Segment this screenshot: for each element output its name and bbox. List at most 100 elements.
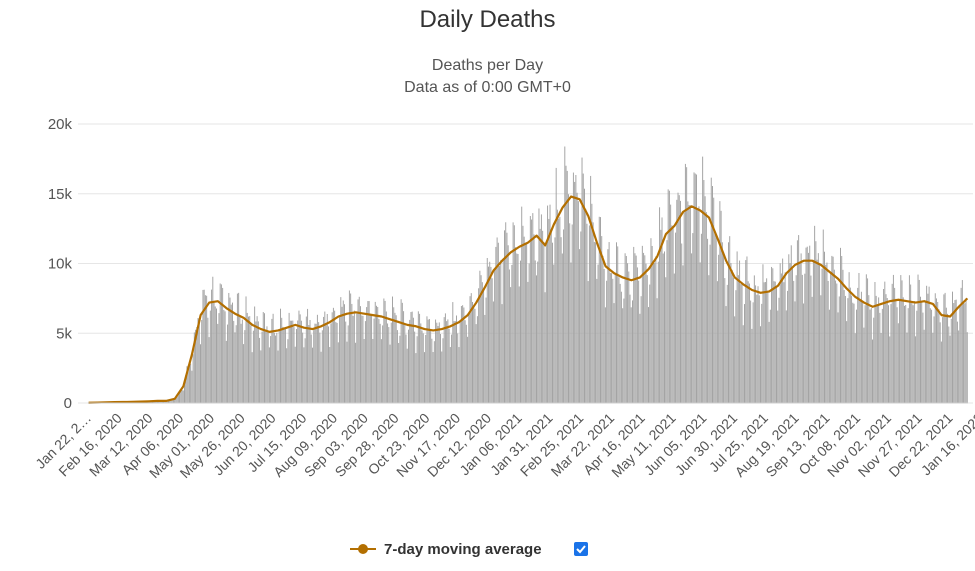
chart-data-note: Data as of 0:00 GMT+0 xyxy=(404,79,571,96)
daily-bar xyxy=(720,210,722,403)
daily-bar xyxy=(374,301,376,403)
daily-bar xyxy=(920,296,921,403)
daily-bar xyxy=(777,310,779,403)
daily-bar xyxy=(961,280,963,403)
daily-bar xyxy=(515,247,517,403)
daily-bar xyxy=(387,323,389,403)
daily-bar xyxy=(650,238,652,403)
daily-bar xyxy=(278,330,280,403)
daily-bar xyxy=(576,192,578,403)
daily-bar xyxy=(784,272,786,403)
daily-bar xyxy=(659,207,661,403)
daily-bar xyxy=(922,312,924,403)
daily-bar xyxy=(780,273,782,403)
daily-bar xyxy=(297,320,299,403)
daily-bar xyxy=(203,289,205,403)
daily-bar xyxy=(965,298,967,403)
daily-bars xyxy=(88,146,968,403)
daily-bar xyxy=(673,273,675,403)
daily-bar xyxy=(334,310,336,403)
daily-bar xyxy=(939,322,941,403)
daily-bar xyxy=(630,307,632,403)
daily-bar xyxy=(204,295,206,403)
daily-bar xyxy=(236,293,238,403)
daily-bar xyxy=(499,266,501,403)
daily-bar xyxy=(822,229,824,403)
daily-bar xyxy=(166,400,168,403)
daily-bar xyxy=(688,205,690,403)
daily-bar xyxy=(412,317,414,403)
legend-item-moving-average[interactable]: 7-day moving average xyxy=(350,541,542,558)
daily-bar xyxy=(283,329,285,403)
daily-bar xyxy=(501,304,503,403)
daily-bar xyxy=(865,274,867,403)
daily-bar xyxy=(172,399,174,403)
daily-bar xyxy=(252,330,254,403)
daily-bar xyxy=(750,300,752,403)
daily-bar xyxy=(740,284,742,403)
daily-bar xyxy=(716,281,718,403)
daily-bar xyxy=(718,254,720,403)
daily-bar xyxy=(959,304,961,403)
daily-bar xyxy=(478,288,480,403)
daily-bar xyxy=(654,263,656,403)
daily-bar xyxy=(198,321,200,403)
daily-bar xyxy=(336,322,338,403)
daily-bar xyxy=(598,216,600,403)
daily-bar xyxy=(736,251,738,403)
daily-bar xyxy=(443,317,445,403)
daily-bar xyxy=(816,259,818,403)
daily-bar xyxy=(556,209,558,403)
daily-bar xyxy=(232,302,233,403)
daily-bar xyxy=(480,275,482,403)
daily-bar xyxy=(766,278,768,403)
daily-bar xyxy=(848,272,850,403)
daily-bar xyxy=(634,253,636,403)
daily-bar xyxy=(757,286,759,403)
daily-bar xyxy=(324,311,326,403)
daily-bar xyxy=(960,287,962,403)
daily-bar xyxy=(266,326,268,403)
daily-bar xyxy=(481,282,483,403)
daily-bar xyxy=(827,280,829,403)
daily-bar xyxy=(857,287,859,403)
daily-bar xyxy=(300,320,302,403)
daily-bar xyxy=(782,258,784,403)
daily-bar xyxy=(377,306,379,403)
daily-bar xyxy=(662,253,664,403)
daily-bar xyxy=(170,399,172,403)
daily-bar xyxy=(730,263,732,403)
daily-bar xyxy=(715,233,717,403)
daily-bar xyxy=(739,260,741,403)
daily-bar xyxy=(169,400,171,403)
daily-bar xyxy=(837,312,839,403)
daily-bar xyxy=(932,332,934,403)
daily-bar xyxy=(632,300,633,403)
daily-bar xyxy=(924,300,926,403)
daily-bar xyxy=(847,298,849,403)
daily-bar xyxy=(469,296,471,403)
daily-bar xyxy=(771,266,773,403)
daily-bar xyxy=(667,189,669,403)
daily-bar xyxy=(362,315,364,403)
daily-bar xyxy=(459,321,461,403)
daily-bar xyxy=(895,298,897,403)
daily-bar xyxy=(430,329,432,403)
daily-bar xyxy=(504,230,505,403)
daily-bar xyxy=(879,312,881,403)
daily-bar xyxy=(751,328,753,403)
daily-bar xyxy=(680,200,681,403)
daily-bar xyxy=(721,242,723,403)
daily-bar xyxy=(714,233,716,403)
daily-bar xyxy=(928,286,930,403)
daily-bar xyxy=(934,293,936,403)
daily-bar xyxy=(496,237,498,403)
daily-bar xyxy=(196,327,198,403)
moving-average-checkbox[interactable] xyxy=(573,542,588,556)
daily-bar xyxy=(470,293,472,403)
daily-bar xyxy=(181,390,183,403)
daily-bar xyxy=(619,283,621,403)
daily-bar xyxy=(696,174,697,403)
daily-bar xyxy=(184,384,185,403)
daily-bar xyxy=(367,301,369,403)
